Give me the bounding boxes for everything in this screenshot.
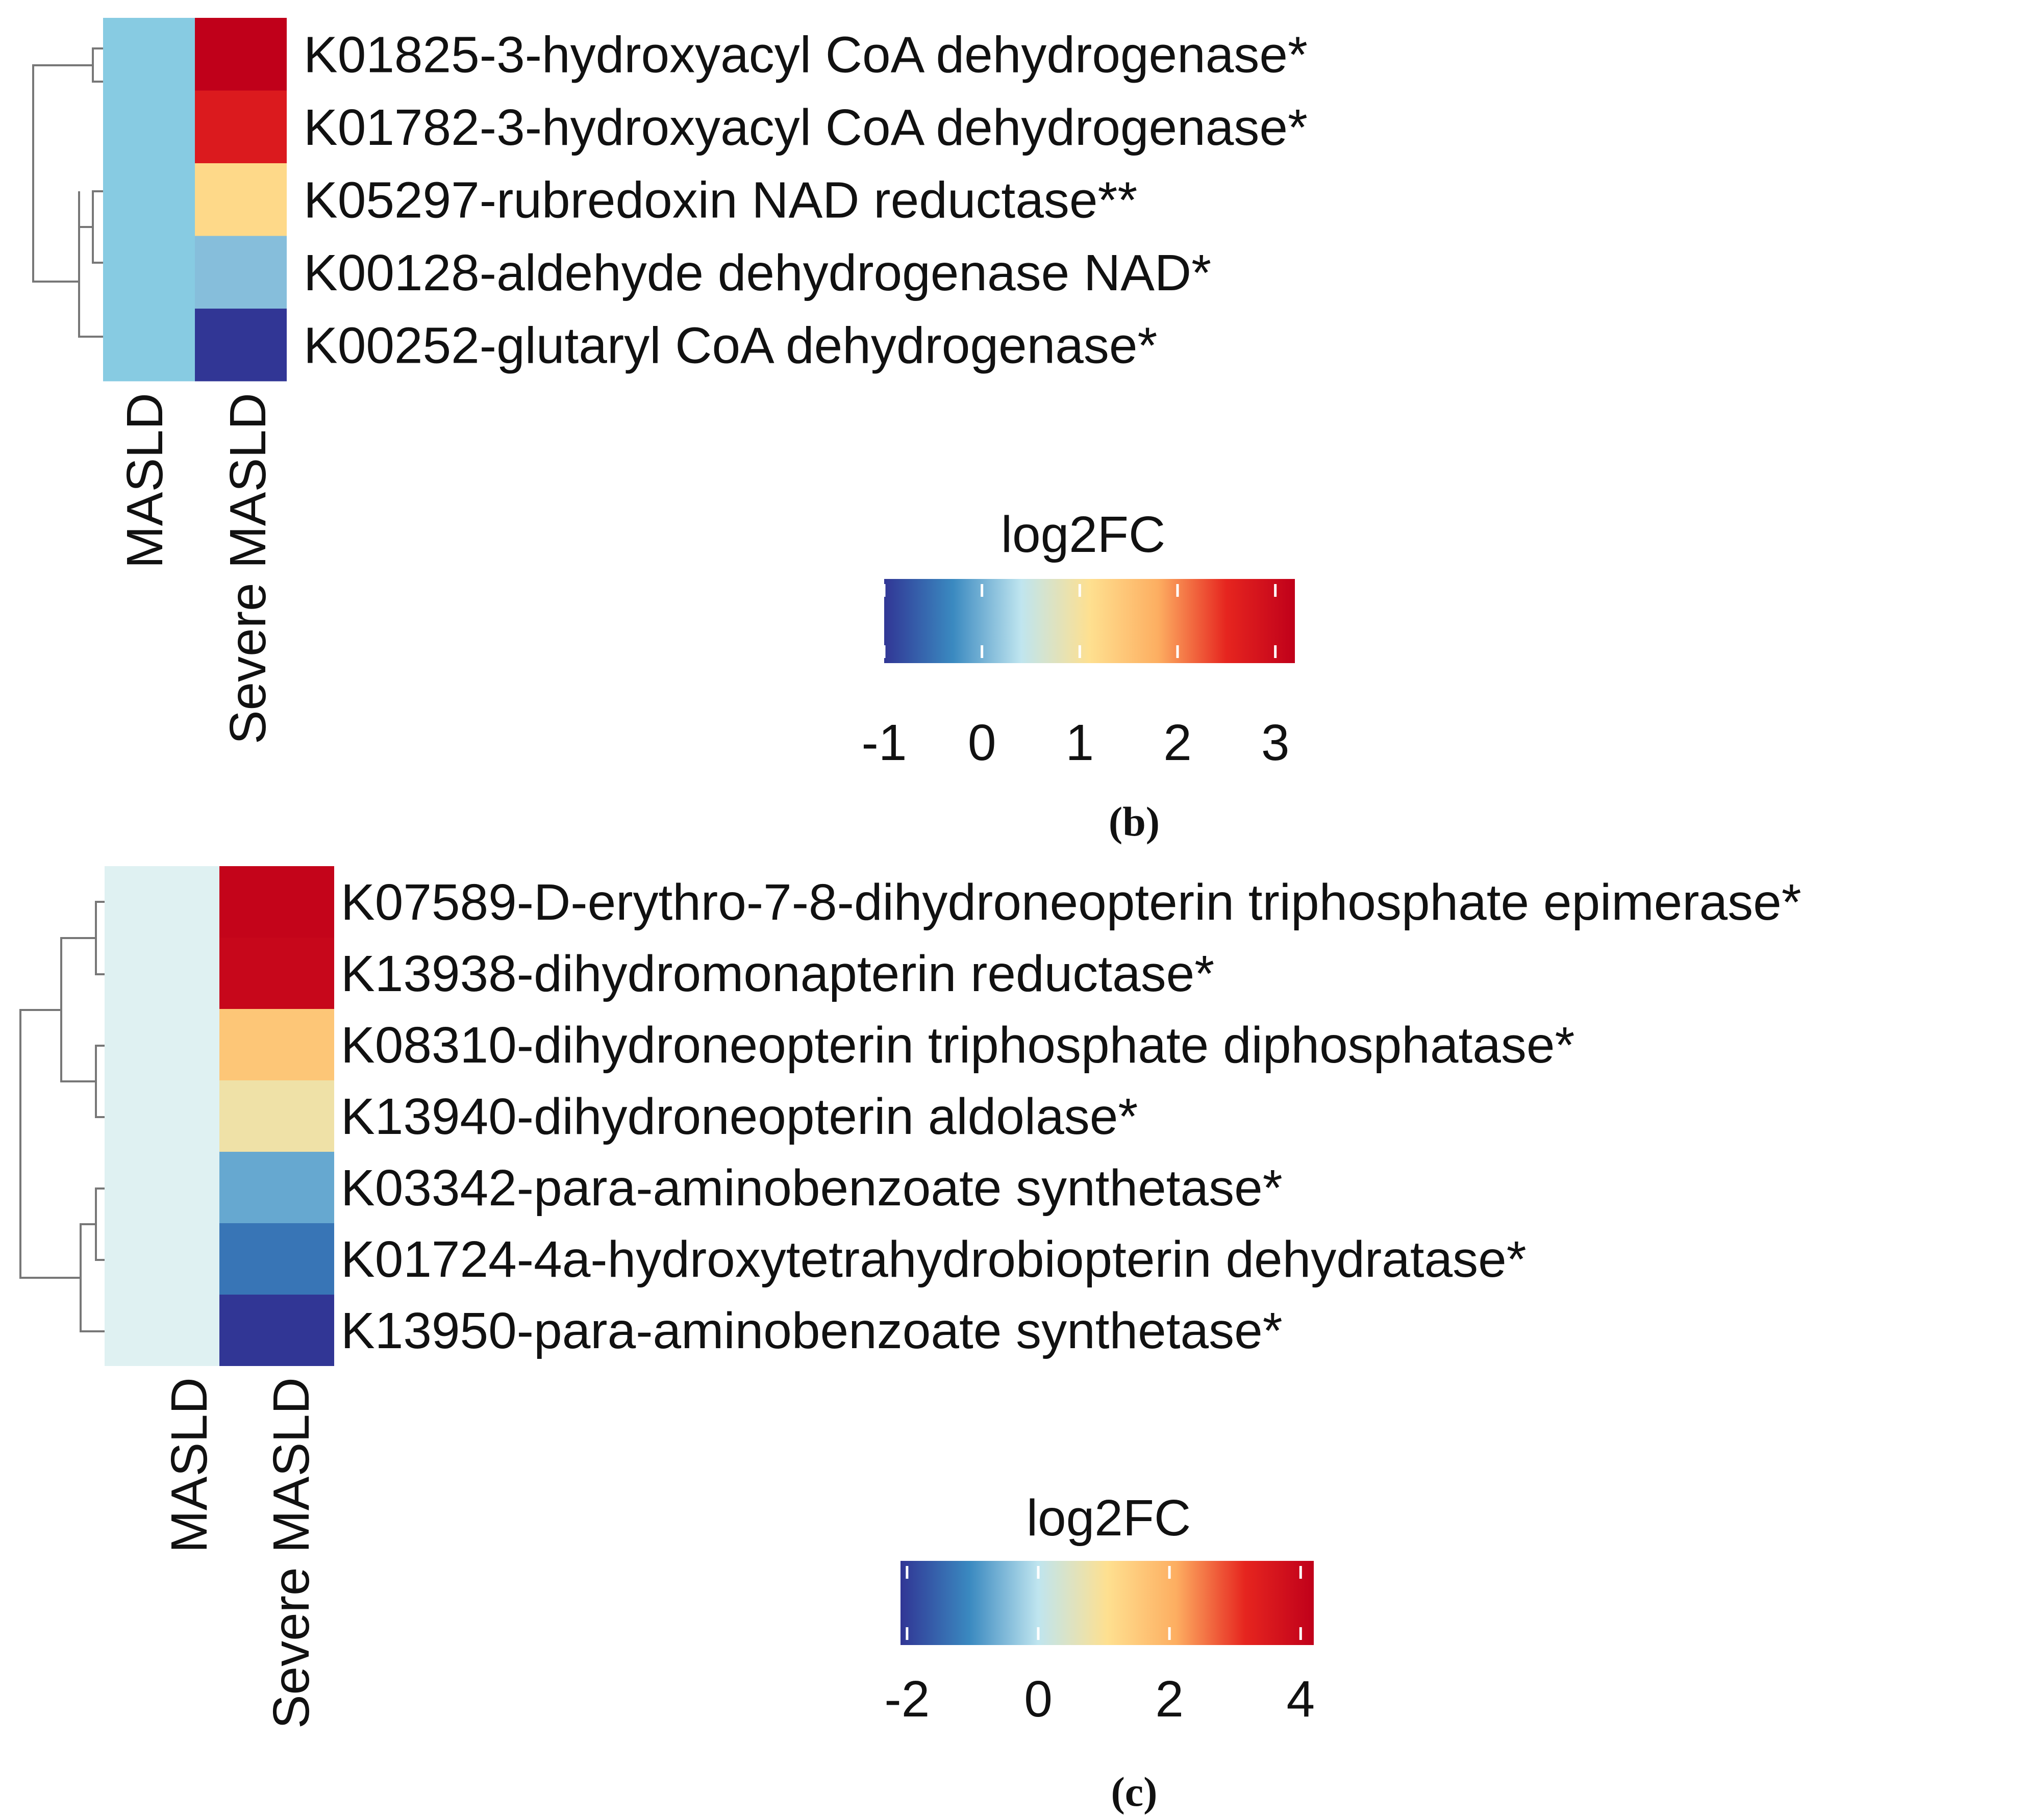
colorbar-title: log2FC <box>1027 1489 1191 1547</box>
dendrogram-branch <box>95 901 105 975</box>
colorbar <box>901 1561 1314 1645</box>
heatmap-cell-severe-masld <box>195 163 287 236</box>
colorbar-tick-label: 2 <box>1155 1671 1184 1728</box>
heatmap-cell-severe-masld <box>195 90 287 163</box>
dendrogram-branch <box>95 1045 105 1118</box>
column-label-masld: MASLD <box>116 393 173 569</box>
column-label-severe-masld: Severe MASLD <box>263 1377 320 1729</box>
colorbar-tick-label: 4 <box>1286 1671 1315 1728</box>
colorbar-tick-label: 0 <box>968 714 996 771</box>
heatmap-cell-severe-masld <box>195 309 287 382</box>
row-label: K13940-dihydroneopterin aldolase* <box>341 1088 1138 1145</box>
heatmap-cell-severe-masld <box>219 1223 334 1295</box>
row-label: K01825-3-hydroxyacyl CoA dehydrogenase* <box>304 26 1308 83</box>
heatmap-cell-severe-masld <box>219 1080 334 1152</box>
row-label: K13938-dihydromonapterin reductase* <box>341 945 1214 1002</box>
row-label: K13950-para-aminobenzoate synthetase* <box>341 1302 1283 1359</box>
heatmap-cell-masld <box>103 90 195 163</box>
dendrogram-branch <box>32 64 93 283</box>
colorbar-title: log2FC <box>1001 506 1165 563</box>
colorbar-tick-label: -2 <box>884 1671 930 1728</box>
colorbar-tick-label: -1 <box>862 714 907 771</box>
heatmap-cell-severe-masld <box>219 938 334 1009</box>
colorbar-tick-label: 1 <box>1066 714 1094 771</box>
dendrogram-branch <box>95 1187 105 1261</box>
row-label: K08310-dihydroneopterin triphosphate dip… <box>341 1017 1574 1074</box>
column-label-severe-masld: Severe MASLD <box>219 393 277 744</box>
heatmap-cell-masld <box>105 866 219 938</box>
row-label: K03342-para-aminobenzoate synthetase* <box>341 1159 1283 1217</box>
heatmap-cell-masld <box>103 309 195 382</box>
dendrogram-branch <box>78 227 103 338</box>
heatmap-cell-masld <box>103 236 195 309</box>
dendrogram-branch <box>19 1009 81 1279</box>
heatmap-cell-severe-masld <box>219 1009 334 1080</box>
heatmap-cell-masld <box>105 938 219 1009</box>
heatmap-cell-severe-masld <box>195 18 287 91</box>
colorbar <box>884 579 1295 663</box>
heatmap-cell-masld <box>105 1223 219 1295</box>
heatmap-cell-severe-masld <box>219 866 334 938</box>
row-label: K01782-3-hydroxyacyl CoA dehydrogenase* <box>304 99 1308 156</box>
colorbar-tick-label: 0 <box>1024 1671 1053 1728</box>
heatmap-cell-masld <box>105 1152 219 1223</box>
heatmap-cell-masld <box>105 1295 219 1366</box>
dendrogram-branch <box>80 1223 105 1332</box>
dendrogram-branch <box>60 937 96 1082</box>
heatmap-cell-masld <box>105 1080 219 1152</box>
colorbar-tick-label: 2 <box>1163 714 1192 771</box>
panel-label-b: (b) <box>1109 798 1160 845</box>
row-label: K05297-rubredoxin NAD reductase** <box>304 171 1137 229</box>
row-label: K07589-D-erythro-7-8-dihydroneopterin tr… <box>341 874 1802 931</box>
heatmap-cell-masld <box>103 18 195 91</box>
heatmap-panel-b: K01825-3-hydroxyacyl CoA dehydrogenase* K… <box>32 18 1308 845</box>
heatmap-panel-c: K07589-D-erythro-7-8-dihydroneopterin tr… <box>19 866 1802 1815</box>
heatmap-cell-severe-masld <box>219 1295 334 1366</box>
heatmap-cell-severe-masld <box>195 236 287 309</box>
row-label: K01724-4a-hydroxytetrahydrobiopterin deh… <box>341 1231 1527 1288</box>
column-label-masld: MASLD <box>161 1377 218 1553</box>
colorbar-tick-label: 3 <box>1261 714 1290 771</box>
heatmap-cell-masld <box>105 1009 219 1080</box>
heatmap-cell-masld <box>103 163 195 236</box>
heatmap-cell-severe-masld <box>219 1152 334 1223</box>
dendrogram-branch <box>92 190 103 264</box>
row-label: K00128-aldehyde dehydrogenase NAD* <box>304 244 1211 301</box>
dendrogram-branch <box>78 191 93 228</box>
dendrogram-branch <box>92 47 103 83</box>
panel-label-c: (c) <box>1111 1768 1157 1815</box>
row-dendrogram <box>19 901 105 1332</box>
row-dendrogram <box>32 47 103 338</box>
row-label: K00252-glutaryl CoA dehydrogenase* <box>304 317 1157 374</box>
